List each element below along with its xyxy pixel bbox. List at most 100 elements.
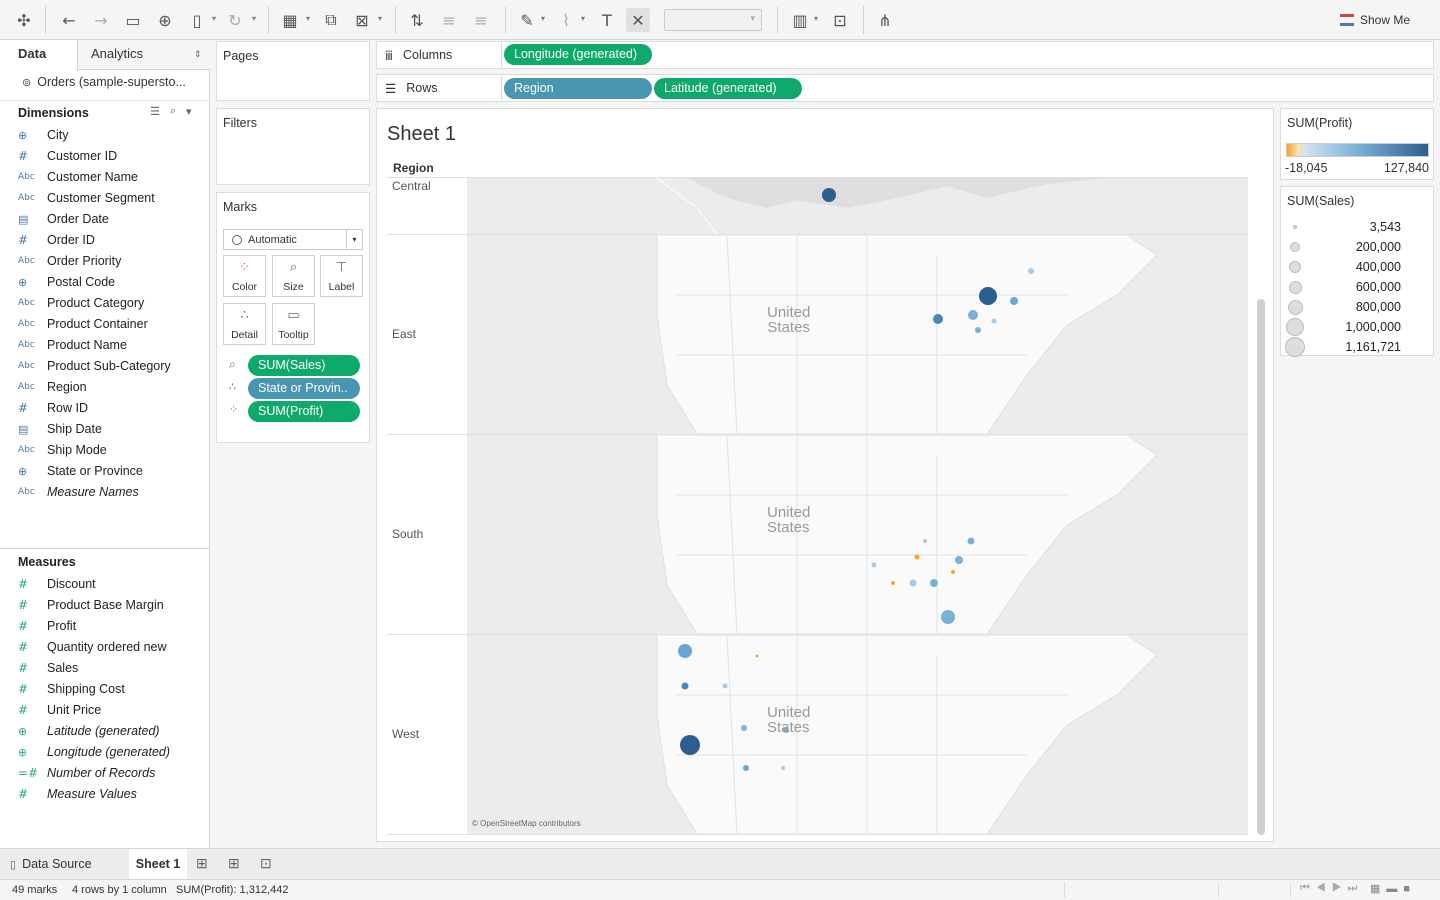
field-item[interactable]: ⊕ City [18,125,69,145]
field-item[interactable]: ⊕ Longitude (generated) [18,742,170,762]
highlight-icon[interactable]: ✎ [520,10,534,30]
new-dashboard-tab-icon[interactable]: ⊞ [228,855,240,871]
mark-south-7[interactable] [891,581,895,585]
field-item[interactable]: # Product Base Margin [18,595,164,615]
mark-west-5[interactable] [741,725,747,731]
size-button[interactable]: ⌕ Size [272,255,315,297]
field-item[interactable]: # Profit [18,616,76,636]
mark-west-1[interactable] [678,644,692,658]
field-item[interactable]: # Measure Values [18,784,137,804]
mark-east-5[interactable] [975,327,981,333]
field-item[interactable]: # Unit Price [18,700,101,720]
new-datasource-icon[interactable]: ⊕ [158,10,172,30]
legend-sum-sales[interactable]: SUM(Sales) 3,543 200,000 400,000 600,000 800… [1280,186,1435,357]
view-mode-icons[interactable]: ▦▬■ [1370,883,1417,895]
sort-ascending-icon[interactable]: ≡ [442,10,456,30]
field-item[interactable]: ⊕ State or Province [18,461,143,481]
mark-west-8[interactable] [781,766,785,770]
refresh-icon[interactable]: ↻ [228,10,242,30]
group-icon[interactable]: ⌇ [562,10,570,30]
mark-central-1[interactable] [822,188,836,202]
tab-data[interactable]: Data [0,40,78,71]
field-item[interactable]: ⊕ Latitude (generated) [18,721,160,741]
size-legend-item[interactable]: 400,000 [1281,257,1435,277]
mark-south-1[interactable] [941,610,955,624]
mark-west-9[interactable] [755,654,759,658]
field-item[interactable]: # Discount [18,574,96,594]
field-item[interactable]: ▤ Order Date [18,209,109,229]
map-west[interactable] [467,635,1248,834]
undo-icon[interactable]: ← [62,10,76,30]
size-legend-item[interactable]: 200,000 [1281,237,1435,257]
sheet-navigation-icons[interactable]: ⏮◀▶⏭ [1300,882,1364,894]
dimensions-menu-icon[interactable]: ▾ [186,106,192,118]
swap-rows-columns-icon[interactable]: ⇅ [410,10,424,30]
field-item[interactable]: # Sales [18,658,78,678]
tooltip-button[interactable]: ▭ Tooltip [272,303,315,345]
field-item[interactable]: Abc Product Container [18,314,148,334]
field-item[interactable]: ⊕ Postal Code [18,272,115,292]
field-item[interactable]: ▤ Ship Date [18,419,102,439]
map-central[interactable] [467,178,1248,234]
field-item[interactable]: # Shipping Cost [18,679,125,699]
mark-pill-sum-profit[interactable]: SUM(Profit) [248,401,360,422]
rows-pill-region[interactable]: Region [504,78,652,99]
mark-south-6[interactable] [914,554,920,560]
share-icon[interactable]: ⋔ [878,10,892,30]
columns-pill-longitude[interactable]: Longitude (generated) [504,44,652,65]
show-mark-labels-icon[interactable]: T [602,10,612,30]
mark-south-9[interactable] [923,539,927,543]
pause-updates-icon[interactable]: ▯ [192,10,202,30]
field-item[interactable]: Abc Ship Mode [18,440,107,460]
new-story-tab-icon[interactable]: ⊡ [260,855,272,871]
field-item[interactable]: Abc Customer Name [18,167,138,187]
tab-data-source[interactable]: ▯ Data Source [10,857,92,871]
mark-east-1[interactable] [979,287,997,305]
mark-south-3[interactable] [967,537,975,545]
duplicate-sheet-icon[interactable]: ⧉ [325,10,337,29]
field-item[interactable]: Abc Measure Names [18,482,139,502]
save-icon[interactable]: ▭ [125,10,141,30]
field-item[interactable]: # Customer ID [18,146,117,166]
search-icon[interactable]: ⌕ [169,105,177,117]
tab-menu-icon[interactable]: ⇕ [194,49,202,59]
field-item[interactable]: Abc Customer Segment [18,188,155,208]
map-south[interactable] [467,435,1248,634]
columns-shelf[interactable]: ⅲ Columns Longitude (generated) [376,41,1434,69]
mark-south-2[interactable] [955,556,963,564]
mark-pill-sum-sales[interactable]: SUM(Sales) [248,355,360,376]
mark-east-7[interactable] [991,318,997,324]
mark-west-6[interactable] [783,727,789,733]
datasource-item[interactable]: ⊚ Orders (sample-supersto... [22,75,186,89]
field-item[interactable]: # Row ID [18,398,88,418]
show-me-button[interactable]: Show Me [1340,10,1410,30]
tableau-logo-icon[interactable]: ✣ [17,10,31,30]
mark-south-10[interactable] [951,570,955,574]
new-worksheet-tab-icon[interactable]: ⊞ [196,855,208,871]
map-east[interactable] [467,235,1248,434]
field-item[interactable]: Abc Product Name [18,335,127,355]
rows-pill-latitude[interactable]: Latitude (generated) [654,78,802,99]
show-cards-icon[interactable]: ▥ [792,10,808,30]
fix-axes-icon[interactable]: ✕ [626,8,650,32]
filters-card[interactable]: Filters [216,108,370,185]
size-legend-item[interactable]: 800,000 [1281,297,1435,317]
field-item[interactable]: # Quantity ordered new [18,637,167,657]
mark-east-4[interactable] [1010,297,1018,305]
list-view-icon[interactable]: ☰ [150,106,160,118]
field-item[interactable]: # Order ID [18,230,95,250]
mark-west-4[interactable] [722,683,728,689]
new-worksheet-icon[interactable]: ▦ [282,10,298,30]
clear-sheet-icon[interactable]: ⊠ [355,10,369,30]
color-button[interactable]: ⁘ Color [223,255,266,297]
detail-button[interactable]: ∴ Detail [223,303,266,345]
tab-sheet-1[interactable]: Sheet 1 [129,849,187,879]
mark-west-3[interactable] [680,735,700,755]
mark-south-4[interactable] [930,579,938,587]
presentation-mode-icon[interactable]: ⊡ [833,10,847,30]
mark-west-2[interactable] [681,682,689,690]
field-item[interactable]: Abc Product Sub-Category [18,356,171,376]
vertical-scrollbar[interactable] [1257,299,1265,835]
sort-descending-icon[interactable]: ≡ [474,10,488,30]
label-button[interactable]: ⊤ Label [320,255,363,297]
